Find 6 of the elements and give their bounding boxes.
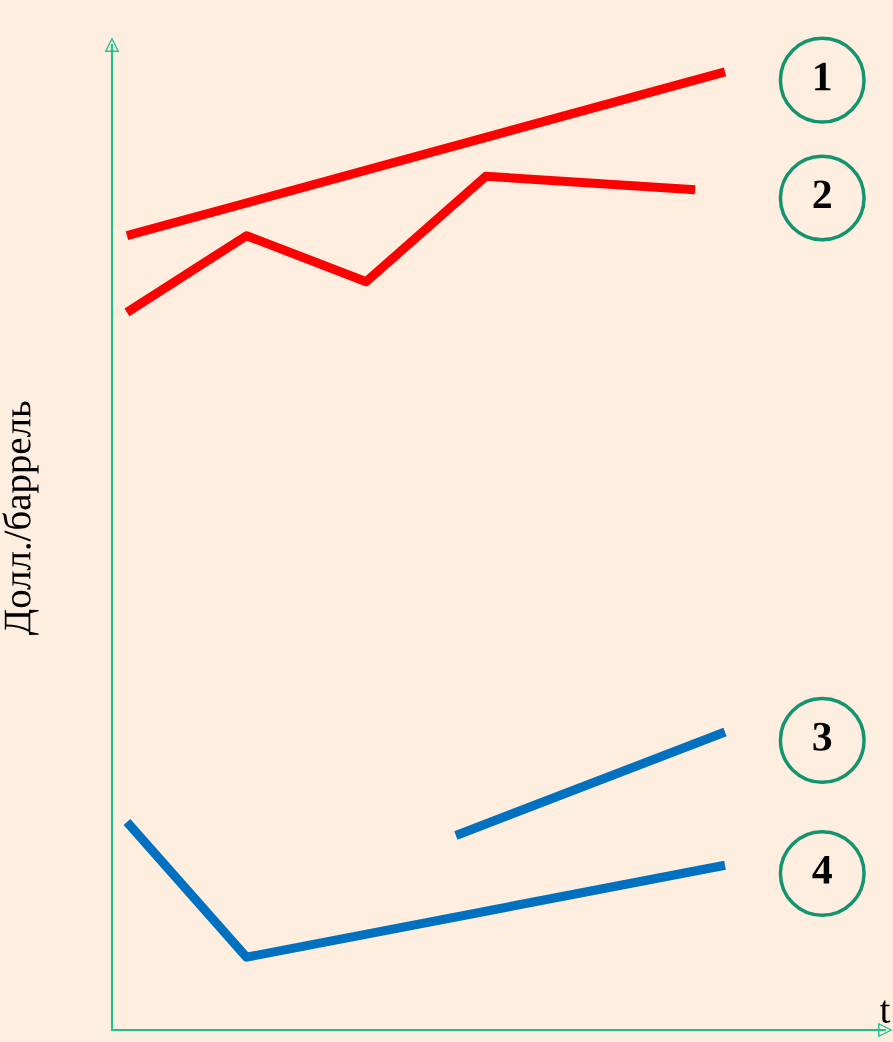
y-axis-title: Долл./баррель — [2, 401, 39, 636]
text: 3 — [813, 722, 832, 751]
text: 1 — [815, 62, 831, 91]
text: 4 — [812, 856, 832, 884]
text: 2 — [813, 180, 831, 209]
x-axis-title: t — [879, 1000, 891, 1023]
